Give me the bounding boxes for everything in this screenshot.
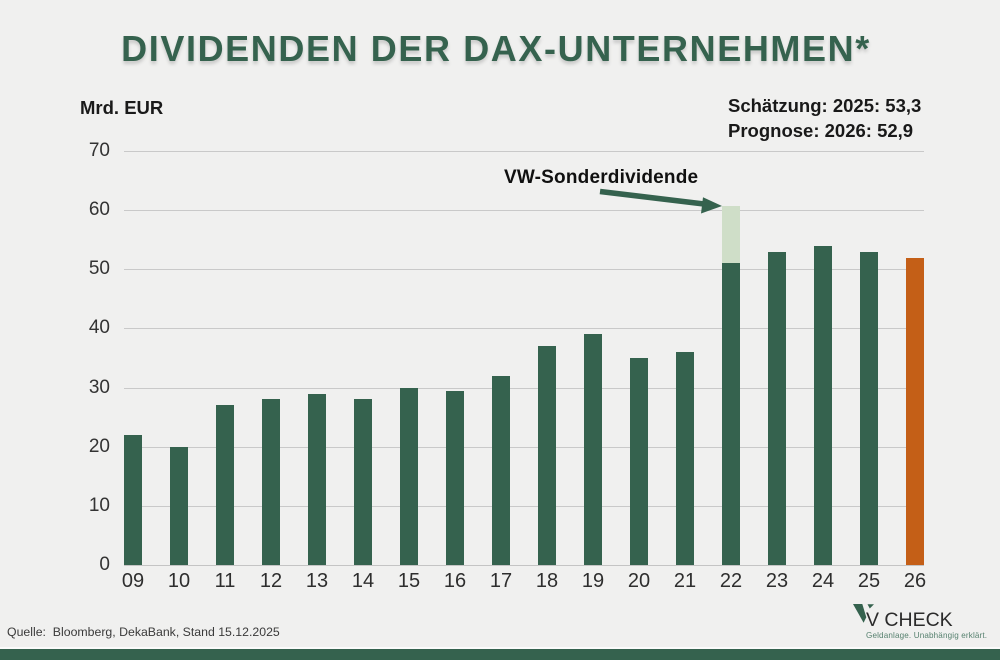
svg-text:V CHECK: V CHECK: [866, 609, 953, 631]
svg-text:Geldanlage. Unabhängig erklärt: Geldanlage. Unabhängig erklärt.: [866, 631, 987, 640]
